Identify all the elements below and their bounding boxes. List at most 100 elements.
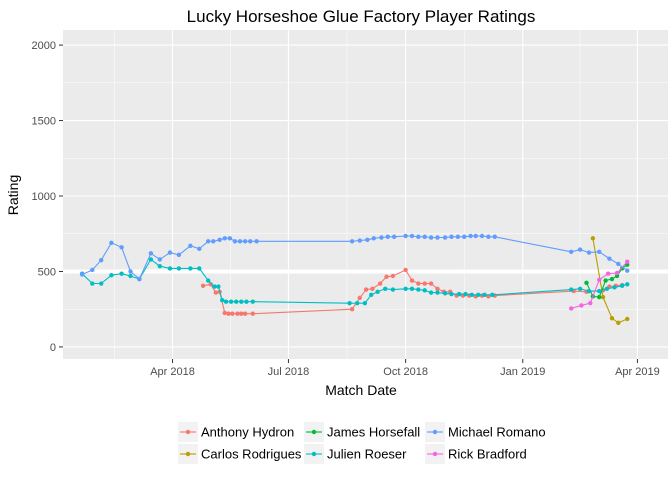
data-point <box>237 239 243 244</box>
data-point <box>128 269 133 274</box>
data-point <box>416 287 421 292</box>
data-point <box>435 235 440 240</box>
data-point <box>250 311 255 316</box>
x-tick-label: Jul 2018 <box>268 366 310 378</box>
data-point <box>614 270 620 276</box>
data-point <box>479 233 485 239</box>
data-point <box>197 246 202 252</box>
data-point <box>223 299 229 304</box>
data-point <box>422 234 427 239</box>
data-point <box>603 278 608 283</box>
data-point <box>248 239 253 244</box>
data-point <box>200 283 206 289</box>
data-point <box>612 285 617 290</box>
data-point <box>449 234 454 239</box>
data-point <box>226 311 231 316</box>
x-tick-label: Jan 2019 <box>500 366 545 378</box>
x-axis-title: Match Date <box>325 382 397 398</box>
data-point <box>390 273 396 279</box>
data-point <box>597 294 602 300</box>
data-point <box>365 237 370 242</box>
data-point <box>616 261 621 267</box>
data-point <box>119 271 124 276</box>
legend-label: Anthony Hydron <box>201 425 294 440</box>
data-point <box>473 233 478 239</box>
y-tick-label: 1500 <box>32 116 56 128</box>
data-point <box>232 239 238 244</box>
data-point <box>586 288 592 294</box>
legend-item-james-horsefall: James Horsefall <box>304 422 420 442</box>
data-point <box>222 236 227 241</box>
data-point <box>220 297 225 303</box>
data-point <box>463 291 468 297</box>
data-point <box>403 233 408 239</box>
series-carlos-rodrigues <box>590 236 630 325</box>
data-point <box>234 299 239 304</box>
data-point <box>206 239 211 244</box>
data-point <box>490 292 495 298</box>
data-point <box>99 281 104 286</box>
data-point <box>569 306 574 311</box>
y-tick-label: 2000 <box>32 40 56 52</box>
data-point <box>383 286 388 292</box>
legend-item-carlos-rodrigues: Carlos Rodrigues <box>178 444 302 464</box>
data-point <box>403 286 408 292</box>
data-point <box>616 320 621 325</box>
legend-item-michael-romano: Michael Romano <box>425 422 546 442</box>
data-point <box>79 272 85 277</box>
series-layer <box>79 233 630 325</box>
data-point <box>377 281 383 286</box>
x-axis: Apr 2018 Jul 2018 Oct 2018 Jan 2019 Apr 2019 <box>150 359 660 378</box>
minor-grid <box>63 30 668 359</box>
data-point <box>349 306 355 312</box>
data-point <box>614 273 620 279</box>
data-point <box>370 286 375 292</box>
data-point <box>428 290 434 295</box>
data-point <box>422 288 427 293</box>
data-point <box>176 252 182 258</box>
data-point <box>216 284 221 289</box>
data-point <box>385 234 390 239</box>
data-point <box>250 299 255 304</box>
data-point <box>235 311 240 316</box>
data-point <box>597 288 602 294</box>
data-point <box>428 235 434 240</box>
data-point <box>222 310 227 316</box>
data-point <box>597 277 602 282</box>
data-point <box>625 259 630 264</box>
data-point <box>605 271 611 276</box>
data-point <box>600 294 606 300</box>
data-point <box>357 238 362 243</box>
data-point <box>577 286 583 292</box>
data-point <box>347 300 352 306</box>
data-point <box>584 280 589 285</box>
legend-label: Carlos Rodrigues <box>201 447 302 462</box>
data-point <box>468 233 473 239</box>
data-point <box>455 234 461 239</box>
data-point <box>213 290 219 295</box>
legend-item-rick-bradford: Rick Bradford <box>425 444 527 464</box>
data-point <box>619 283 625 289</box>
data-point <box>90 281 95 286</box>
data-point <box>492 234 497 239</box>
data-point <box>188 243 193 249</box>
data-point <box>355 300 360 306</box>
data-point <box>128 273 133 279</box>
data-point <box>409 233 415 239</box>
data-point <box>609 316 615 321</box>
plot-panel <box>63 30 668 359</box>
data-point <box>442 235 448 240</box>
data-point <box>188 266 193 271</box>
legend-label: Rick Bradford <box>448 447 527 462</box>
series-julien-roeser <box>79 257 630 306</box>
data-point <box>384 274 389 279</box>
data-point <box>590 236 596 241</box>
data-point <box>409 286 415 292</box>
data-point <box>390 287 396 292</box>
data-point <box>469 292 475 298</box>
data-point <box>244 299 249 304</box>
data-point <box>109 240 114 245</box>
data-point <box>409 278 415 283</box>
data-point <box>449 291 454 297</box>
data-point <box>586 250 592 255</box>
